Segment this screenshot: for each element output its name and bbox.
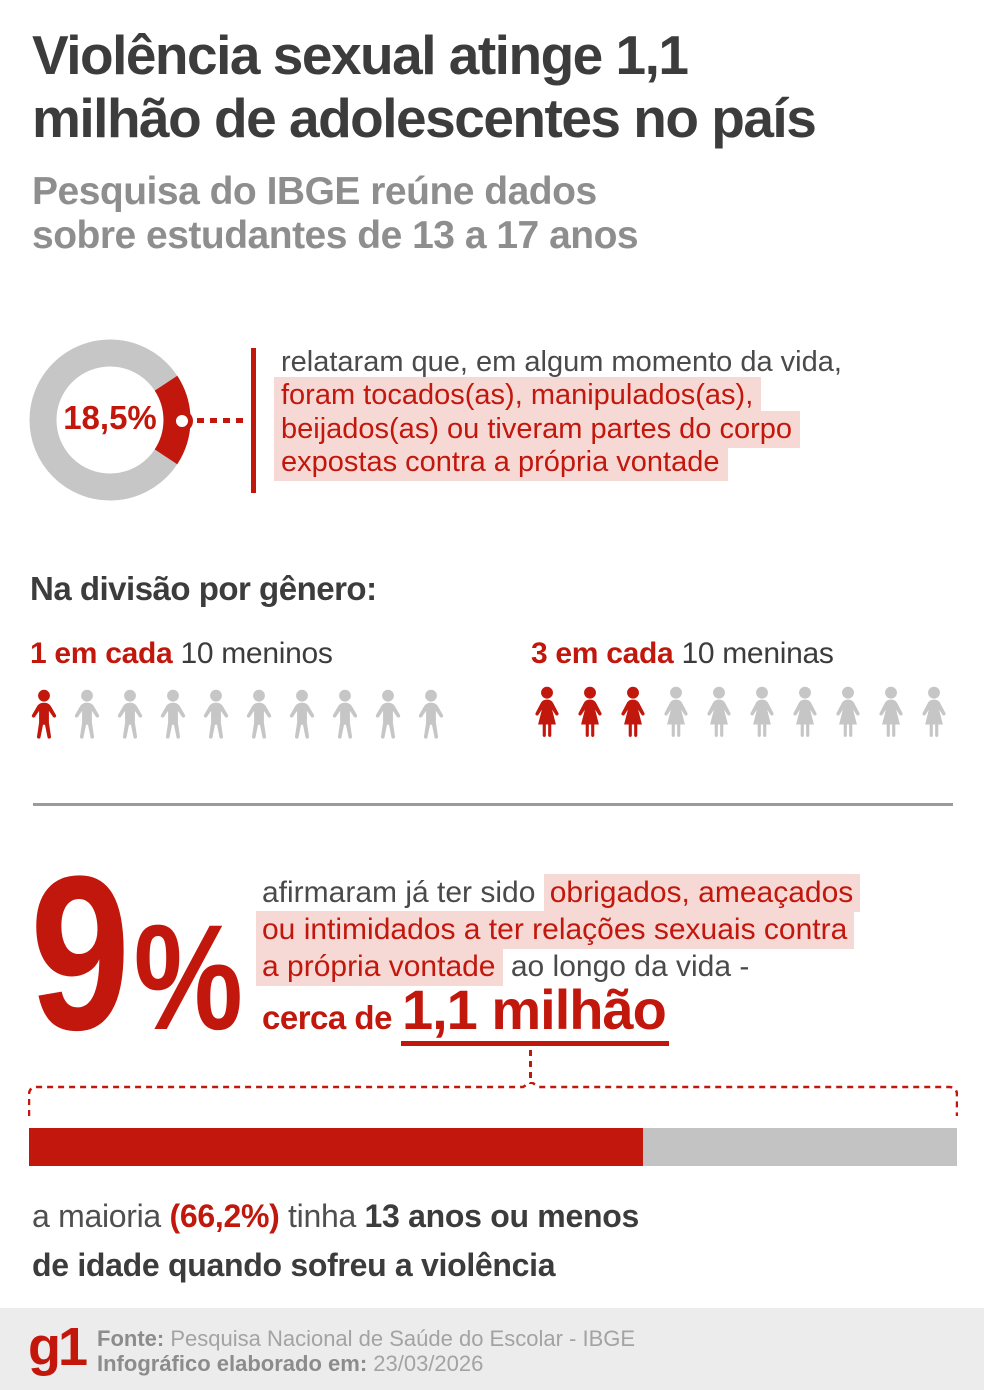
male-person-icon <box>69 684 105 745</box>
female-person-icon <box>915 680 953 745</box>
age-caption-line-1: a maioria (66,2%) tinha 13 anos ou menos <box>32 1192 892 1241</box>
donut-paragraph-line: foram tocados(as), manipulados(as), <box>274 377 881 415</box>
female-person-icon <box>829 680 867 745</box>
date-label: Infográfico elaborado em: <box>97 1351 374 1376</box>
donut-callout-dash <box>197 418 249 423</box>
plain-text: a maioria <box>32 1198 170 1234</box>
girls-ratio-value: 3 em cada <box>531 637 674 670</box>
age-bar-track <box>29 1128 957 1166</box>
gender-section-heading: Na divisão por gênero: <box>30 570 377 607</box>
big-percentage: 9 % <box>30 843 243 1063</box>
page-title: Violência sexual atinge 1,1 milhão de ad… <box>32 24 817 150</box>
girls-ratio-label: 3 em cada 10 meninas <box>531 637 834 671</box>
female-person-icon <box>786 680 824 745</box>
female-person-icon <box>743 680 781 745</box>
donut-paragraph-line: beijados(as) ou tiveram partes do corpo <box>274 410 881 448</box>
male-person-icon <box>370 684 406 745</box>
male-person-icon <box>198 684 234 745</box>
callout-vertical-dash <box>529 1050 532 1084</box>
male-person-icon <box>284 684 320 745</box>
source-line: Fonte: Pesquisa Nacional de Saúde do Esc… <box>97 1326 635 1351</box>
big-percentage-value: 9 <box>30 830 130 1076</box>
donut-paragraph-line: relataram que, em algum momento da vida, <box>281 346 881 379</box>
source-value: Pesquisa Nacional de Saúde do Escolar - … <box>170 1326 636 1351</box>
female-person-icon <box>571 680 609 745</box>
highlighted-text: a própria vontade <box>256 948 503 986</box>
male-person-icon <box>112 684 148 745</box>
highlighted-text: foram tocados(as), manipulados(as), <box>274 377 762 415</box>
approx-prefix: cerca de <box>262 999 392 1036</box>
male-person-icon <box>413 684 449 745</box>
donut-value-label: 18,5% <box>63 399 157 436</box>
girls-pictogram-row <box>528 680 956 745</box>
plain-text: relataram que, em algum momento da vida, <box>281 346 842 378</box>
donut-paragraph-line: expostas contra a própria vontade <box>274 444 881 482</box>
age-caption: a maioria (66,2%) tinha 13 anos ou menos… <box>32 1192 892 1290</box>
highlighted-text: obrigados, ameaçados <box>543 874 861 912</box>
approx-total: cerca de 1,1 milhão <box>262 980 669 1046</box>
donut-paragraph: relataram que, em algum momento da vida,… <box>274 346 881 482</box>
footer-bar: g1 Fonte: Pesquisa Nacional de Saúde do … <box>0 1308 984 1390</box>
female-person-icon <box>528 680 566 745</box>
source-label: Fonte: <box>97 1326 171 1351</box>
subtitle-line-1: Pesquisa do IBGE reúne dados <box>32 170 597 213</box>
age-percentage: (66,2%) <box>169 1198 280 1234</box>
boys-ratio-value: 1 em cada <box>30 637 173 670</box>
donut-segment <box>29 339 191 501</box>
boys-ratio-label: 1 em cada 10 meninos <box>30 637 333 671</box>
highlighted-text: expostas contra a própria vontade <box>274 444 728 482</box>
forced-sex-line: ou intimidados a ter relações sexuais co… <box>256 911 922 949</box>
forced-sex-line: afirmaram já ter sido obrigados, ameaçad… <box>262 874 922 912</box>
male-person-icon <box>327 684 363 745</box>
section-divider <box>33 803 953 806</box>
age-bold-text: 13 anos ou menos <box>364 1198 640 1234</box>
highlighted-text: beijados(as) ou tiveram partes do corpo <box>274 410 800 448</box>
female-person-icon <box>657 680 695 745</box>
male-person-icon <box>26 684 62 745</box>
male-person-icon <box>241 684 277 745</box>
percent-sign: % <box>133 893 243 1061</box>
subtitle-line-2: sobre estudantes de 13 a 17 anos <box>32 214 639 257</box>
boys-pictogram-row <box>26 684 452 745</box>
age-bar-fill <box>29 1128 644 1166</box>
plain-text: afirmaram já ter sido <box>262 876 544 909</box>
male-person-icon <box>155 684 191 745</box>
forced-sex-paragraph: afirmaram já ter sido obrigados, ameaçad… <box>256 874 922 986</box>
callout-bracket <box>28 1082 958 1116</box>
donut-callout-marker <box>171 410 193 432</box>
approx-value: 1,1 milhão <box>400 980 669 1046</box>
plain-text: ao longo da vida - <box>502 950 750 983</box>
female-person-icon <box>872 680 910 745</box>
plain-text: tinha <box>279 1198 365 1234</box>
female-person-icon <box>614 680 652 745</box>
paragraph-left-rule <box>251 348 256 493</box>
highlighted-text: ou intimidados a ter relações sexuais co… <box>256 911 855 949</box>
boys-group-label: 10 meninos <box>172 637 333 670</box>
g1-logo: g1 <box>28 1317 88 1377</box>
age-caption-line-2: de idade quando sofreu a violência <box>32 1247 556 1283</box>
page-subtitle: Pesquisa do IBGE reúne dados sobre estud… <box>32 170 639 258</box>
girls-group-label: 10 meninas <box>673 637 834 670</box>
title-line-1: Violência sexual atinge 1,1 <box>32 24 689 86</box>
forced-sex-line: a própria vontade ao longo da vida - <box>256 948 922 986</box>
female-person-icon <box>700 680 738 745</box>
footer-text: Fonte: Pesquisa Nacional de Saúde do Esc… <box>97 1326 635 1376</box>
date-value: 23/03/2026 <box>373 1351 484 1376</box>
title-line-2: milhão de adolescentes no país <box>32 87 817 149</box>
date-line: Infográfico elaborado em: 23/03/2026 <box>97 1351 635 1376</box>
